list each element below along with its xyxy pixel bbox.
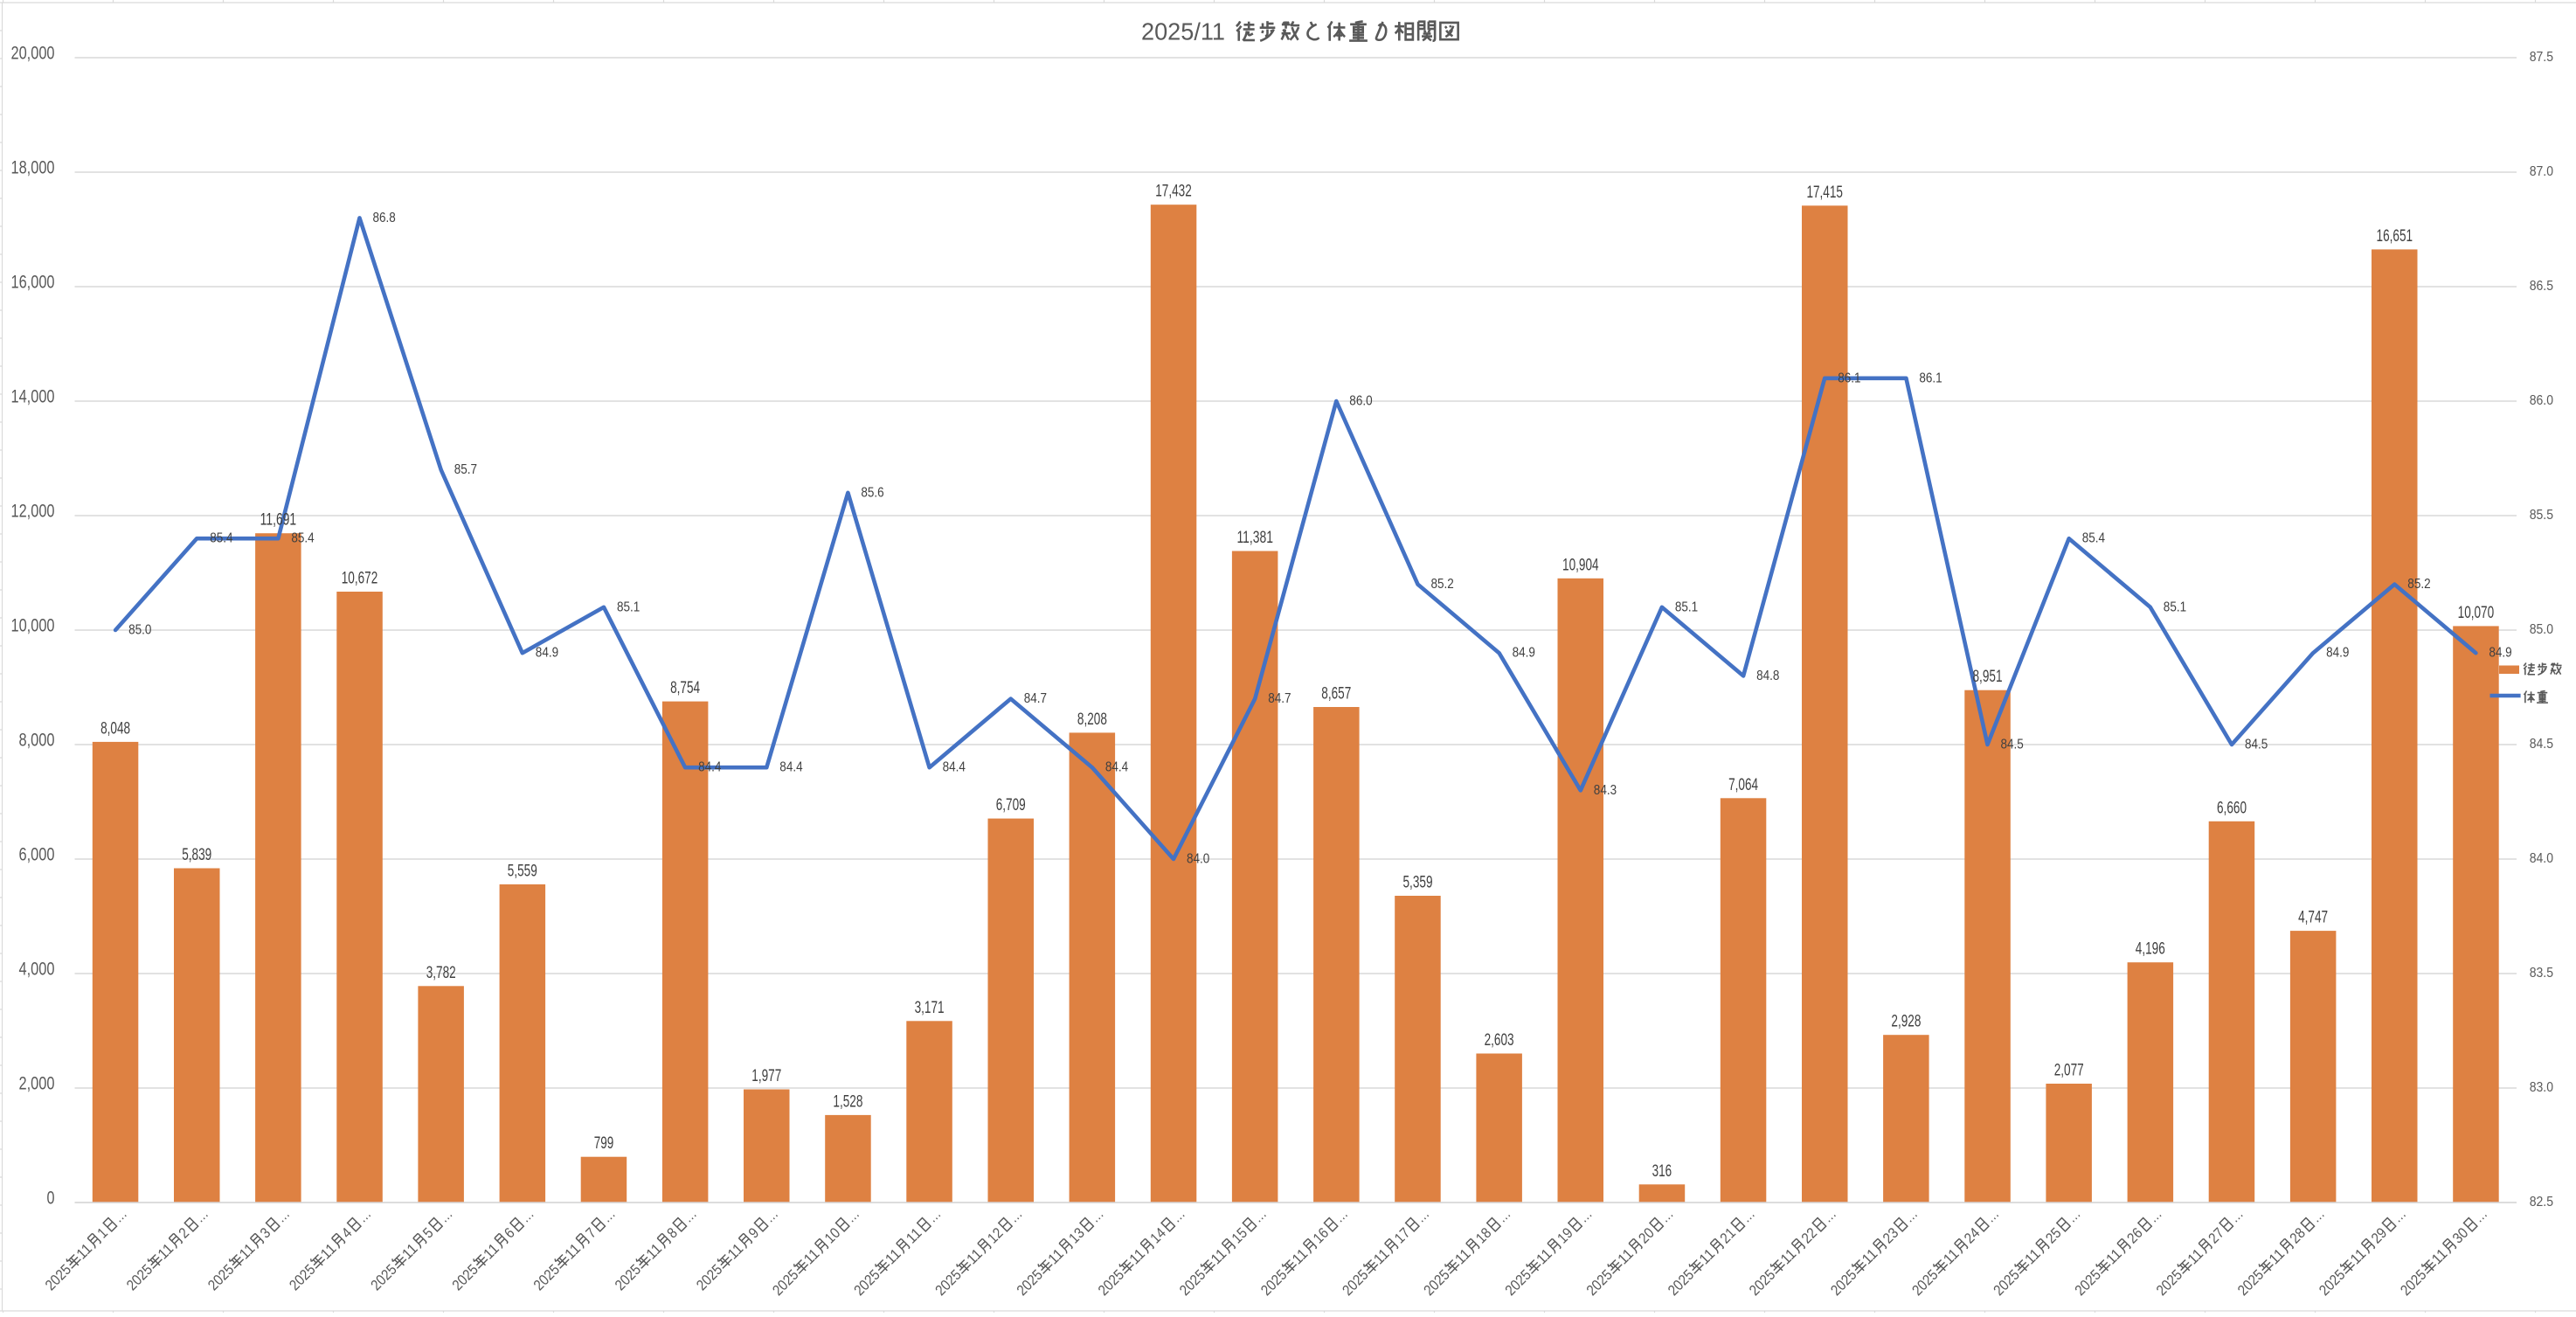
svg-text:7,064: 7,064 (1728, 776, 1758, 794)
svg-text:85.1: 85.1 (1675, 600, 1698, 614)
svg-text:8,754: 8,754 (670, 679, 700, 697)
svg-text:17,432: 17,432 (1155, 183, 1192, 201)
svg-text:6,000: 6,000 (19, 845, 55, 865)
svg-text:8,208: 8,208 (1077, 710, 1107, 729)
svg-text:16,651: 16,651 (2377, 227, 2413, 246)
svg-text:3,171: 3,171 (915, 999, 945, 1017)
svg-text:86.5: 86.5 (2530, 279, 2553, 294)
svg-text:4,000: 4,000 (19, 960, 55, 980)
svg-text:87.5: 87.5 (2530, 50, 2553, 65)
svg-text:85.0: 85.0 (2530, 622, 2553, 637)
svg-text:84.4: 84.4 (943, 760, 966, 775)
svg-text:84.4: 84.4 (779, 760, 802, 775)
svg-text:11,381: 11,381 (1236, 529, 1273, 547)
svg-text:10,672: 10,672 (342, 570, 378, 588)
svg-text:85.2: 85.2 (1431, 577, 1454, 592)
svg-text:85.4: 85.4 (210, 531, 232, 546)
svg-text:85.4: 85.4 (2082, 531, 2105, 546)
svg-text:86.0: 86.0 (2530, 393, 2553, 408)
svg-text:86.0: 86.0 (1349, 394, 1372, 409)
svg-text:4,196: 4,196 (2136, 940, 2165, 959)
svg-text:84.0: 84.0 (2530, 851, 2553, 866)
svg-text:5,559: 5,559 (508, 862, 537, 880)
svg-text:84.8: 84.8 (1756, 669, 1779, 683)
svg-text:84.9: 84.9 (2326, 646, 2349, 661)
svg-text:1,528: 1,528 (833, 1092, 862, 1111)
svg-text:6,709: 6,709 (996, 796, 1026, 814)
svg-text:8,048: 8,048 (100, 719, 130, 738)
svg-text:1,977: 1,977 (751, 1067, 781, 1085)
svg-text:84.9: 84.9 (1513, 646, 1535, 661)
svg-text:84.5: 84.5 (2001, 738, 2024, 752)
svg-text:2,000: 2,000 (19, 1074, 55, 1094)
svg-text:6,660: 6,660 (2217, 799, 2247, 817)
svg-text:82.5: 82.5 (2530, 1195, 2553, 1210)
svg-text:4,747: 4,747 (2298, 909, 2328, 927)
svg-text:84.9: 84.9 (2489, 646, 2511, 661)
svg-text:12,000: 12,000 (11, 502, 55, 522)
svg-text:84.0: 84.0 (1187, 852, 1209, 867)
svg-text:84.5: 84.5 (2245, 738, 2268, 752)
svg-text:10,070: 10,070 (2458, 604, 2495, 622)
svg-text:85.1: 85.1 (2164, 600, 2186, 614)
svg-text:5,839: 5,839 (182, 846, 211, 864)
svg-text:85.6: 85.6 (861, 485, 883, 500)
svg-text:84.4: 84.4 (1105, 760, 1128, 775)
svg-text:3,782: 3,782 (426, 964, 456, 982)
svg-text:8,657: 8,657 (1321, 685, 1351, 704)
svg-text:2,603: 2,603 (1485, 1031, 1514, 1050)
svg-text:10,000: 10,000 (11, 616, 55, 636)
svg-text:11,691: 11,691 (260, 511, 297, 530)
svg-text:85.7: 85.7 (454, 462, 477, 477)
svg-text:2,077: 2,077 (2054, 1062, 2084, 1080)
svg-text:85.2: 85.2 (2407, 577, 2430, 592)
svg-text:85.5: 85.5 (2530, 508, 2553, 523)
svg-text:83.0: 83.0 (2530, 1080, 2553, 1095)
svg-text:83.5: 83.5 (2530, 966, 2553, 981)
svg-text:87.0: 87.0 (2530, 164, 2553, 179)
svg-text:10,904: 10,904 (1562, 556, 1599, 574)
svg-text:85.0: 85.0 (128, 623, 151, 638)
svg-text:799: 799 (594, 1134, 614, 1153)
svg-text:86.8: 86.8 (373, 211, 396, 225)
svg-text:84.3: 84.3 (1594, 783, 1617, 798)
svg-text:85.4: 85.4 (291, 531, 314, 546)
svg-text:8,951: 8,951 (1973, 668, 2003, 686)
svg-text:16,000: 16,000 (11, 273, 55, 293)
svg-text:86.1: 86.1 (1838, 371, 1860, 385)
svg-text:5,359: 5,359 (1403, 874, 1433, 892)
svg-text:20,000: 20,000 (11, 44, 55, 64)
svg-text:316: 316 (1652, 1162, 1672, 1181)
svg-text:85.1: 85.1 (617, 600, 640, 614)
svg-text:86.1: 86.1 (1919, 371, 1942, 385)
svg-text:2,928: 2,928 (1891, 1013, 1921, 1031)
svg-text:18,000: 18,000 (11, 158, 55, 178)
svg-text:84.7: 84.7 (1268, 691, 1291, 706)
svg-text:2025/11: 2025/11 (1141, 18, 1225, 45)
svg-text:84.5: 84.5 (2530, 737, 2553, 752)
svg-text:84.9: 84.9 (536, 646, 558, 661)
svg-text:84.4: 84.4 (698, 760, 721, 775)
svg-text:8,000: 8,000 (19, 731, 55, 751)
svg-text:84.7: 84.7 (1024, 691, 1047, 706)
svg-text:17,415: 17,415 (1806, 184, 1843, 202)
svg-text:14,000: 14,000 (11, 387, 55, 407)
svg-text:0: 0 (47, 1189, 55, 1209)
